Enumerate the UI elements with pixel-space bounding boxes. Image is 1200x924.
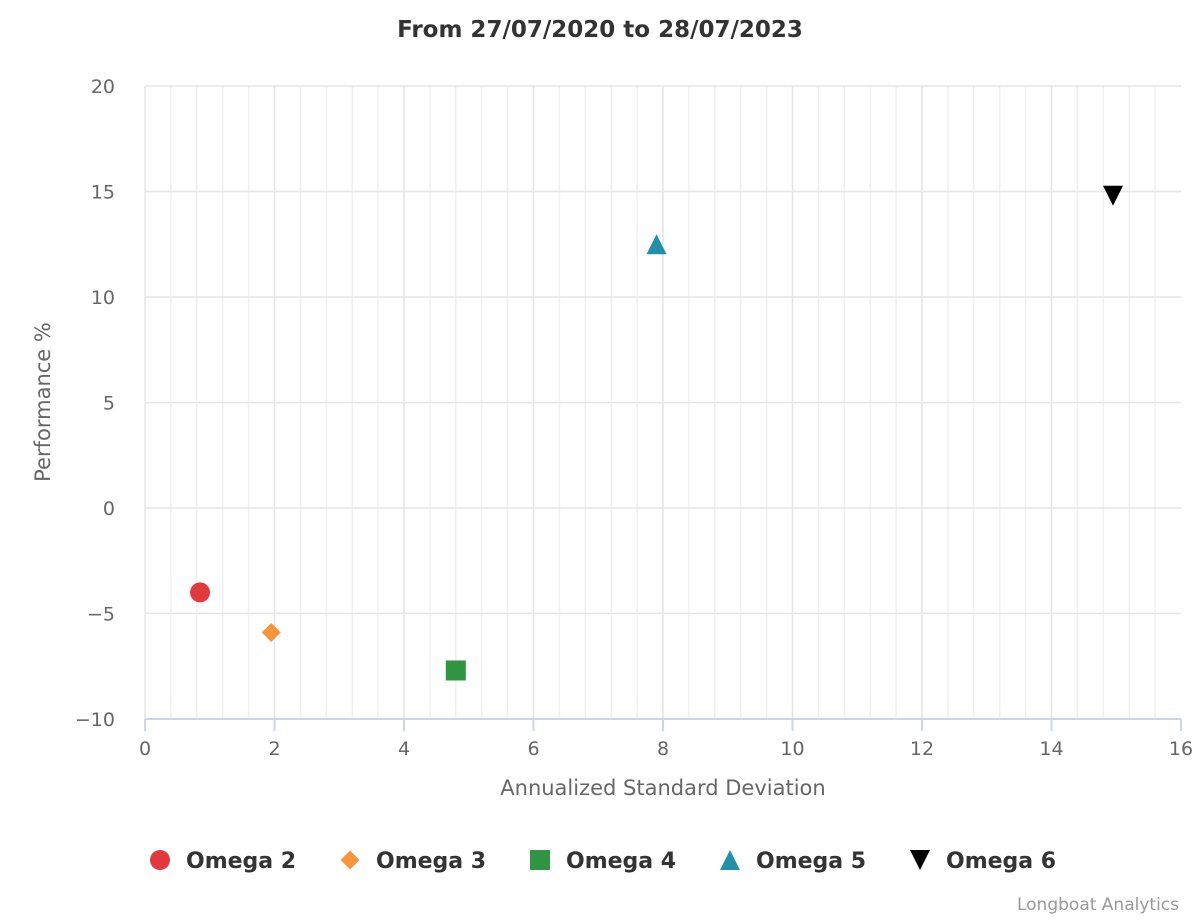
x-axis-title: Annualized Standard Deviation (500, 776, 825, 800)
legend-label-omega-4: Omega 4 (566, 849, 676, 874)
point-omega-6 (1103, 185, 1124, 206)
y-tick-label: −5 (87, 604, 115, 626)
x-tick-label: 10 (780, 738, 804, 760)
y-axis-title: Performance % (31, 322, 55, 482)
legend-item-omega-3[interactable]: Omega 3 (340, 849, 487, 874)
legend-item-omega-5[interactable]: Omega 5 (720, 849, 866, 874)
legend-marker-omega-2 (150, 850, 170, 870)
y-tick-label: 15 (91, 182, 115, 204)
y-tick-label: 20 (91, 76, 115, 98)
credit-label: Longboat Analytics (1017, 895, 1179, 915)
y-tick-label: 0 (103, 498, 115, 520)
legend-item-omega-2[interactable]: Omega 2 (150, 849, 296, 874)
chart-title: From 27/07/2020 to 28/07/2023 (397, 17, 803, 43)
legend-marker-omega-6 (910, 850, 930, 870)
data-points (190, 185, 1124, 681)
tick-labels: 0 2 4 6 8 10 12 14 16 20 15 10 5 0 −5 −10 (75, 76, 1193, 760)
x-tick-label: 16 (1169, 738, 1193, 760)
legend-label-omega-2: Omega 2 (186, 849, 296, 874)
legend-item-omega-4[interactable]: Omega 4 (530, 849, 676, 874)
point-omega-3 (261, 622, 281, 642)
legend-marker-omega-5 (720, 850, 740, 870)
grid-lines (145, 85, 1181, 719)
legend-label-omega-6: Omega 6 (946, 849, 1056, 874)
y-tick-label: 10 (91, 287, 115, 309)
y-tick-label: −10 (75, 709, 115, 731)
legend-marker-omega-3 (340, 850, 360, 870)
legend-marker-omega-4 (530, 850, 550, 870)
x-tick-label: 0 (139, 738, 151, 760)
point-omega-4 (445, 660, 466, 681)
legend-label-omega-3: Omega 3 (376, 849, 486, 874)
legend-item-omega-6[interactable]: Omega 6 (910, 849, 1056, 874)
y-tick-label: 5 (103, 393, 115, 415)
x-tick-label: 8 (657, 738, 669, 760)
point-omega-5 (646, 234, 667, 255)
x-tick-label: 2 (268, 738, 280, 760)
x-tick-label: 6 (527, 738, 539, 760)
point-omega-2 (190, 582, 211, 603)
legend: Omega 2 Omega 3 Omega 4 Omega 5 Omega 6 (150, 849, 1056, 874)
x-tick-label: 4 (398, 738, 410, 760)
legend-label-omega-5: Omega 5 (756, 849, 866, 874)
x-tick-label: 14 (1039, 738, 1063, 760)
x-tick-label: 12 (910, 738, 934, 760)
